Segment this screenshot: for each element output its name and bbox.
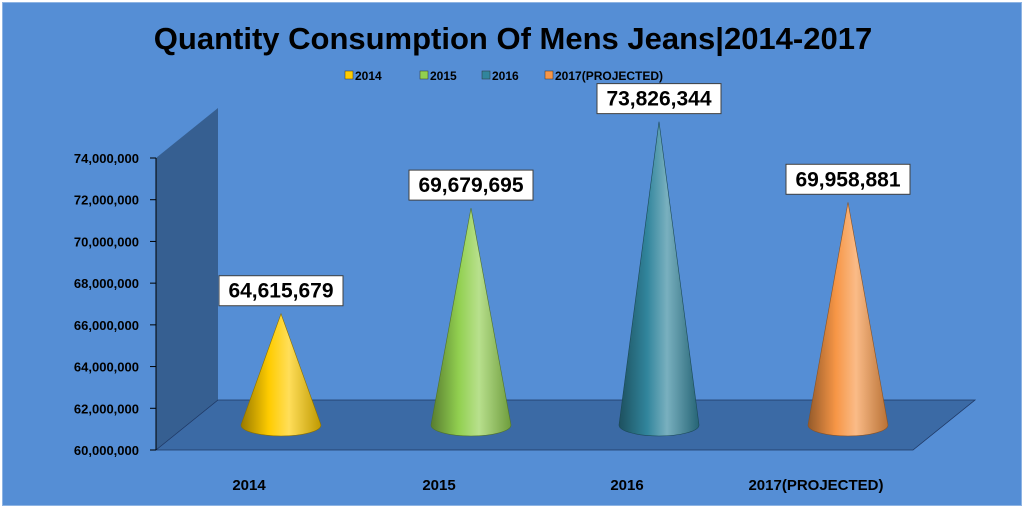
x-tick-label: 2017(PROJECTED) (748, 477, 883, 494)
legend-swatch (419, 70, 429, 80)
x-axis: 2014 2015 2016 2017(PROJECTED) (232, 477, 883, 494)
chart-canvas: Quantity Consumption Of Mens Jeans|2014-… (74, 21, 977, 494)
back-wall (156, 108, 218, 450)
data-label-box (596, 83, 722, 115)
data-label: 73,826,344 (606, 88, 711, 111)
data-label-box (408, 169, 534, 201)
cone-2015 (430, 208, 512, 437)
legend-label: 2016 (492, 69, 519, 83)
chart-title: Quantity Consumption Of Mens Jeans|2014-… (154, 21, 872, 56)
legend: 2014 2015 2016 2017(PROJECTED) (344, 69, 663, 83)
y-tick-label: 62,000,000 (74, 401, 139, 416)
data-label-box (785, 163, 911, 195)
data-label: 64,615,679 (228, 280, 333, 303)
cone-series (240, 121, 889, 437)
y-tick-label: 60,000,000 (74, 443, 139, 458)
x-tick-label: 2014 (232, 477, 266, 494)
y-tick-label: 68,000,000 (74, 276, 139, 291)
y-tick-label: 74,000,000 (74, 151, 139, 166)
x-tick-label: 2016 (610, 477, 643, 494)
legend-label: 2014 (355, 69, 382, 83)
data-labels: 64,615,679 69,679,695 73,826,344 69,958,881 (218, 83, 911, 307)
x-tick-label: 2015 (422, 477, 455, 494)
y-tick-label: 72,000,000 (74, 193, 139, 208)
data-label: 69,679,695 (418, 174, 523, 197)
legend-label: 2015 (430, 69, 457, 83)
floor (154, 399, 977, 451)
y-tick-label: 64,000,000 (74, 360, 139, 375)
y-tick-label: 70,000,000 (74, 234, 139, 249)
plot-walls (154, 108, 977, 451)
cone-2016 (618, 121, 700, 437)
legend-swatch (481, 70, 491, 80)
legend-swatch (344, 70, 354, 80)
legend-swatch (544, 70, 554, 80)
cone-2017-projected (807, 202, 889, 437)
data-label: 69,958,881 (795, 168, 900, 191)
y-axis: 60,000,000 62,000,000 64,000,000 66,000,000… (74, 151, 156, 458)
cone-2014 (240, 312, 322, 437)
data-label-box (218, 275, 344, 307)
legend-label: 2017(PROJECTED) (555, 69, 663, 83)
y-tick-label: 66,000,000 (74, 318, 139, 333)
